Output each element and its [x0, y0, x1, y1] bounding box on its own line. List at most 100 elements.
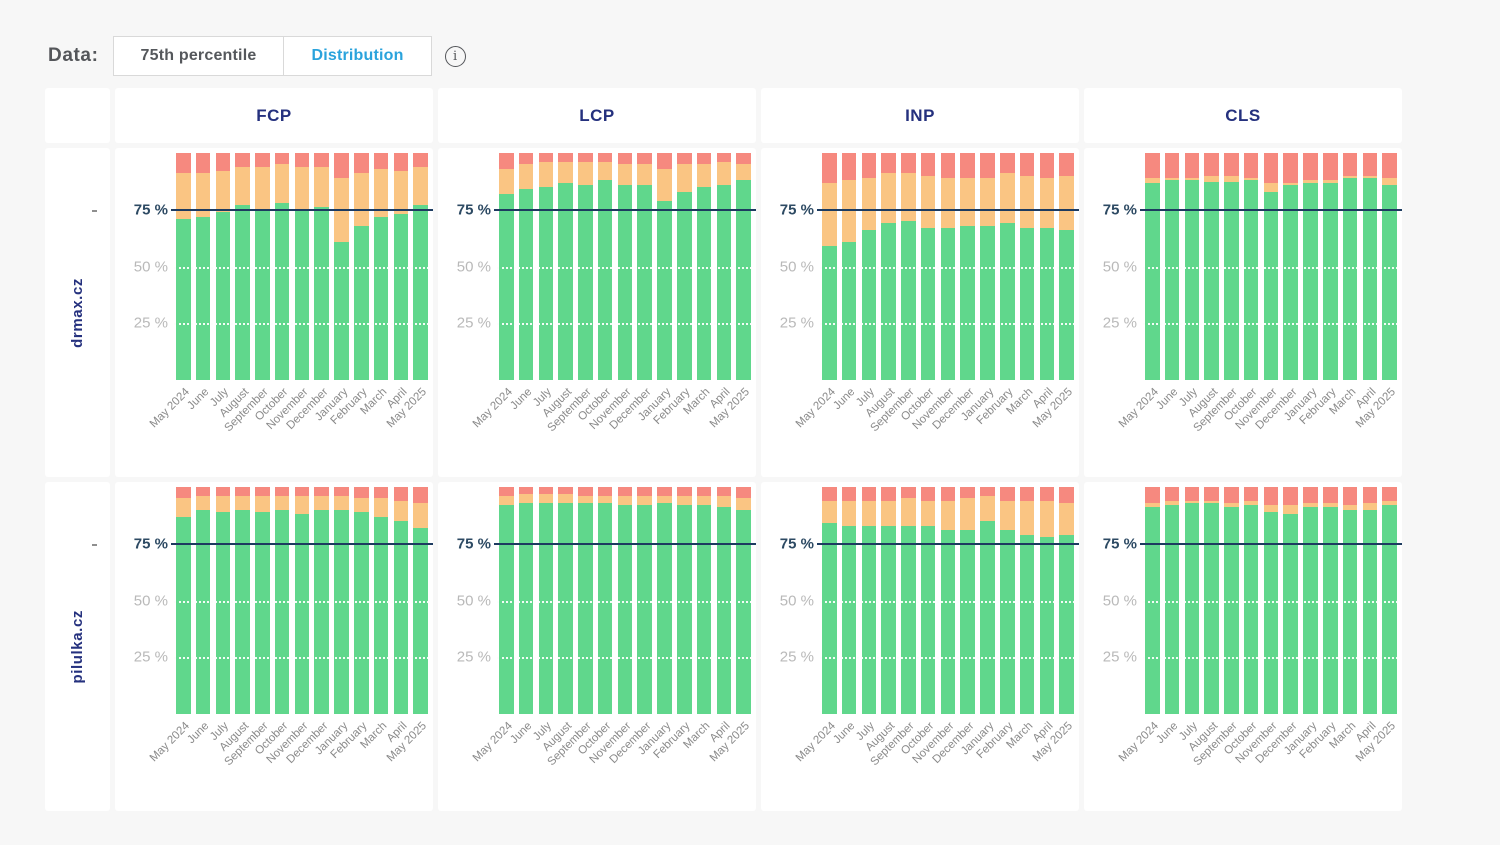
bar-segment-poor[interactable] — [1243, 487, 1259, 501]
bar-segment-good[interactable] — [294, 209, 310, 380]
bar-segment-good[interactable] — [1243, 505, 1259, 714]
bar-segment-good[interactable] — [393, 521, 409, 714]
bar-segment-good[interactable] — [940, 530, 956, 714]
bar-segment-good[interactable] — [538, 187, 554, 380]
bar-segment-good[interactable] — [1059, 534, 1074, 714]
bar-november[interactable] — [294, 487, 310, 714]
bar-segment-needs-improvement[interactable] — [1303, 502, 1318, 508]
bar-segment-good[interactable] — [1323, 182, 1338, 380]
bar-february[interactable] — [354, 487, 369, 714]
bar-segment-needs-improvement[interactable] — [1362, 502, 1378, 510]
bar-june[interactable] — [1164, 487, 1180, 714]
bar-segment-needs-improvement[interactable] — [716, 496, 732, 508]
bar-segment-good[interactable] — [1000, 223, 1015, 380]
bar-segment-needs-improvement[interactable] — [314, 166, 329, 208]
bar-segment-good[interactable] — [1204, 502, 1219, 714]
bar-april[interactable] — [716, 153, 732, 380]
bar-segment-needs-improvement[interactable] — [1283, 505, 1298, 515]
bar-segment-needs-improvement[interactable] — [1000, 500, 1015, 531]
bar-segment-good[interactable] — [1362, 177, 1378, 380]
bar-segment-needs-improvement[interactable] — [176, 498, 191, 517]
bar-april[interactable] — [1039, 153, 1055, 380]
bar-segment-needs-improvement[interactable] — [696, 164, 712, 188]
bar-october[interactable] — [274, 153, 290, 380]
bar-september[interactable] — [1224, 153, 1239, 380]
bar-segment-needs-improvement[interactable] — [373, 168, 389, 217]
bar-february[interactable] — [1000, 487, 1015, 714]
bar-segment-needs-improvement[interactable] — [1059, 502, 1074, 535]
bar-segment-needs-improvement[interactable] — [980, 496, 995, 522]
bar-segment-needs-improvement[interactable] — [1164, 177, 1180, 181]
bar-april[interactable] — [1039, 487, 1055, 714]
bar-february[interactable] — [354, 153, 369, 380]
bar-segment-good[interactable] — [677, 191, 692, 380]
bar-july[interactable] — [1184, 153, 1200, 380]
bar-segment-good[interactable] — [294, 514, 310, 714]
bar-segment-good[interactable] — [597, 180, 613, 380]
bar-segment-poor[interactable] — [1323, 153, 1338, 181]
bar-september[interactable] — [901, 487, 916, 714]
bar-segment-good[interactable] — [274, 509, 290, 714]
bar-segment-needs-improvement[interactable] — [901, 498, 916, 526]
bar-segment-needs-improvement[interactable] — [920, 500, 936, 526]
bar-segment-needs-improvement[interactable] — [1283, 182, 1298, 185]
bar-january[interactable] — [657, 153, 672, 380]
bar-segment-needs-improvement[interactable] — [881, 173, 896, 224]
bar-segment-poor[interactable] — [1243, 153, 1259, 178]
bar-march[interactable] — [373, 487, 389, 714]
bar-segment-good[interactable] — [1039, 536, 1055, 714]
bar-september[interactable] — [255, 487, 270, 714]
bar-segment-needs-improvement[interactable] — [617, 496, 633, 506]
bar-segment-needs-improvement[interactable] — [861, 500, 877, 526]
bar-segment-needs-improvement[interactable] — [597, 496, 613, 503]
bar-december[interactable] — [314, 153, 329, 380]
bar-segment-poor[interactable] — [373, 487, 389, 499]
bar-segment-needs-improvement[interactable] — [558, 162, 573, 183]
bar-segment-good[interactable] — [334, 241, 349, 380]
bar-segment-good[interactable] — [314, 509, 329, 714]
bar-april[interactable] — [1362, 487, 1378, 714]
bar-july[interactable] — [215, 153, 231, 380]
bar-segment-needs-improvement[interactable] — [1184, 177, 1200, 181]
bar-segment-good[interactable] — [822, 523, 837, 714]
bar-segment-good[interactable] — [617, 505, 633, 714]
bar-segment-good[interactable] — [597, 502, 613, 714]
bar-segment-good[interactable] — [657, 200, 672, 380]
bar-segment-needs-improvement[interactable] — [736, 498, 751, 510]
bar-march[interactable] — [1019, 153, 1035, 380]
bar-segment-needs-improvement[interactable] — [677, 496, 692, 506]
bar-segment-needs-improvement[interactable] — [597, 162, 613, 181]
bar-february[interactable] — [1323, 487, 1338, 714]
bar-segment-good[interactable] — [736, 509, 751, 714]
bar-segment-good[interactable] — [373, 516, 389, 714]
bar-segment-poor[interactable] — [538, 153, 554, 163]
bar-segment-poor[interactable] — [1019, 487, 1035, 501]
bar-may-2024[interactable] — [1145, 153, 1160, 380]
bar-segment-good[interactable] — [960, 225, 975, 380]
bar-segment-needs-improvement[interactable] — [578, 496, 593, 503]
bar-segment-poor[interactable] — [1323, 487, 1338, 503]
bar-segment-needs-improvement[interactable] — [1323, 502, 1338, 508]
bar-segment-needs-improvement[interactable] — [822, 500, 837, 524]
bar-segment-good[interactable] — [637, 184, 652, 380]
bar-march[interactable] — [696, 487, 712, 714]
bar-segment-good[interactable] — [578, 502, 593, 714]
bar-segment-poor[interactable] — [1283, 487, 1298, 506]
bar-segment-needs-improvement[interactable] — [861, 177, 877, 231]
bar-segment-poor[interactable] — [940, 153, 956, 178]
bar-segment-good[interactable] — [822, 246, 837, 380]
bar-segment-poor[interactable] — [334, 153, 349, 178]
bar-june[interactable] — [841, 153, 857, 380]
bar-segment-poor[interactable] — [235, 487, 250, 497]
bar-june[interactable] — [518, 153, 534, 380]
bar-segment-poor[interactable] — [1224, 487, 1239, 503]
bar-april[interactable] — [393, 487, 409, 714]
bar-segment-poor[interactable] — [176, 487, 191, 499]
bar-july[interactable] — [538, 153, 554, 380]
bar-segment-needs-improvement[interactable] — [578, 162, 593, 185]
bar-september[interactable] — [255, 153, 270, 380]
bar-segment-poor[interactable] — [861, 487, 877, 501]
bar-segment-poor[interactable] — [597, 153, 613, 163]
bar-november[interactable] — [940, 487, 956, 714]
bar-may-2025[interactable] — [1059, 487, 1074, 714]
